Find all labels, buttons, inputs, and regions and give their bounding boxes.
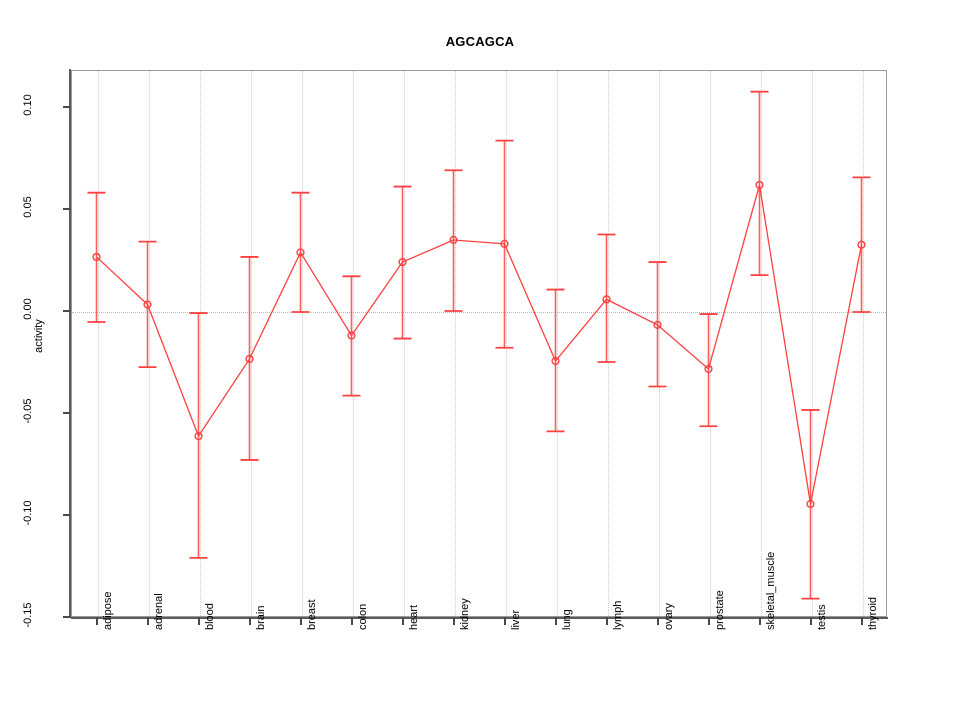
gridline-vertical bbox=[658, 71, 660, 616]
y-axis-tick bbox=[63, 208, 71, 210]
x-axis-tick-label: liver bbox=[509, 609, 522, 630]
x-axis-tick bbox=[299, 617, 302, 625]
x-axis-tick bbox=[605, 617, 608, 625]
x-axis-tick bbox=[503, 617, 506, 625]
x-axis-tick bbox=[860, 617, 863, 625]
gridline-vertical bbox=[862, 71, 864, 616]
error-bar bbox=[750, 90, 769, 276]
x-axis-tick-label: prostate bbox=[713, 590, 726, 630]
data-point-marker bbox=[500, 239, 509, 248]
gridline-vertical bbox=[199, 71, 201, 616]
gridline-vertical bbox=[352, 71, 354, 616]
y-axis-tick-label: -0.15 bbox=[22, 602, 34, 628]
gridline-vertical bbox=[607, 71, 609, 616]
data-point-marker bbox=[92, 252, 101, 262]
y-axis-tick-label: -0.10 bbox=[22, 500, 34, 526]
x-axis-tick bbox=[401, 617, 404, 625]
x-axis-tick-label: testis bbox=[815, 604, 828, 630]
error-bar bbox=[597, 233, 616, 363]
y-axis-tick-label: 0.00 bbox=[22, 298, 34, 320]
x-axis-tick bbox=[95, 617, 98, 625]
x-axis-tick bbox=[656, 617, 659, 625]
y-axis-tick-label: 0.05 bbox=[22, 196, 34, 218]
gridline-vertical bbox=[709, 71, 711, 616]
x-axis-tick bbox=[707, 617, 710, 625]
x-axis bbox=[71, 617, 888, 625]
y-axis-line bbox=[69, 69, 71, 617]
data-point-marker bbox=[806, 499, 815, 509]
x-axis-tick-label: lymph bbox=[611, 600, 624, 630]
gridline-vertical bbox=[301, 71, 303, 616]
y-axis-tick-label: 0.10 bbox=[22, 94, 34, 116]
x-axis-tick-label: lung bbox=[560, 609, 573, 630]
x-axis-tick-label: adrenal bbox=[152, 593, 165, 630]
x-axis-tick-label: kidney bbox=[458, 598, 471, 630]
x-axis-tick-label: blood bbox=[203, 603, 216, 630]
y-axis-tick-label: -0.05 bbox=[22, 398, 34, 424]
gridline-vertical bbox=[97, 71, 99, 616]
data-point-marker bbox=[449, 235, 458, 245]
data-point-marker bbox=[398, 257, 407, 267]
data-point-marker bbox=[704, 364, 713, 374]
data-point-marker bbox=[347, 331, 356, 340]
error-bar bbox=[699, 313, 718, 428]
gridline-vertical bbox=[505, 71, 507, 616]
gridline-vertical bbox=[250, 71, 252, 616]
data-point-marker bbox=[143, 300, 152, 309]
x-axis-tick bbox=[452, 617, 455, 625]
x-axis-tick-label: thyroid bbox=[866, 596, 879, 630]
series-line bbox=[96, 184, 863, 505]
x-axis-tick-label: ovary bbox=[662, 603, 675, 630]
data-point-marker bbox=[551, 356, 560, 366]
x-axis-tick bbox=[248, 617, 251, 625]
x-axis-tick-label: breast bbox=[305, 599, 318, 630]
data-point-marker bbox=[245, 354, 254, 364]
x-axis-tick-label: colon bbox=[356, 603, 369, 630]
x-axis-tick-label: skeletal_muscle bbox=[764, 551, 777, 630]
plot-panel bbox=[71, 70, 887, 617]
data-point-marker bbox=[194, 431, 203, 441]
x-axis-tick-label: heart bbox=[407, 604, 420, 630]
data-point-marker bbox=[602, 295, 611, 304]
x-axis-line bbox=[71, 617, 888, 619]
x-axis-tick bbox=[758, 617, 761, 625]
x-axis-tick bbox=[554, 617, 557, 625]
x-axis-tick-label: adipose bbox=[101, 591, 114, 630]
data-point-marker bbox=[296, 248, 305, 257]
error-bar bbox=[801, 409, 820, 600]
zero-reference-line bbox=[72, 312, 886, 313]
gridline-vertical bbox=[148, 71, 150, 616]
y-axis-tick bbox=[63, 106, 71, 108]
chart-title: AGCAGCA bbox=[445, 34, 515, 49]
x-axis-tick bbox=[350, 617, 353, 625]
gridline-vertical bbox=[454, 71, 456, 616]
y-axis-tick bbox=[63, 412, 71, 414]
gridline-vertical bbox=[403, 71, 405, 616]
gridline-vertical bbox=[556, 71, 558, 616]
data-point-marker bbox=[653, 320, 662, 329]
y-axis-tick bbox=[63, 514, 71, 516]
data-point-marker bbox=[755, 180, 764, 190]
gridline-vertical bbox=[811, 71, 813, 616]
x-axis-tick bbox=[809, 617, 812, 625]
y-axis-tick bbox=[63, 616, 71, 618]
x-axis-tick bbox=[146, 617, 149, 625]
data-point-marker bbox=[857, 240, 866, 249]
x-axis-tick bbox=[197, 617, 200, 625]
y-axis bbox=[63, 69, 71, 618]
gridline-vertical bbox=[760, 71, 762, 616]
x-axis-tick-label: brain bbox=[254, 605, 267, 630]
y-axis-tick bbox=[63, 310, 71, 312]
